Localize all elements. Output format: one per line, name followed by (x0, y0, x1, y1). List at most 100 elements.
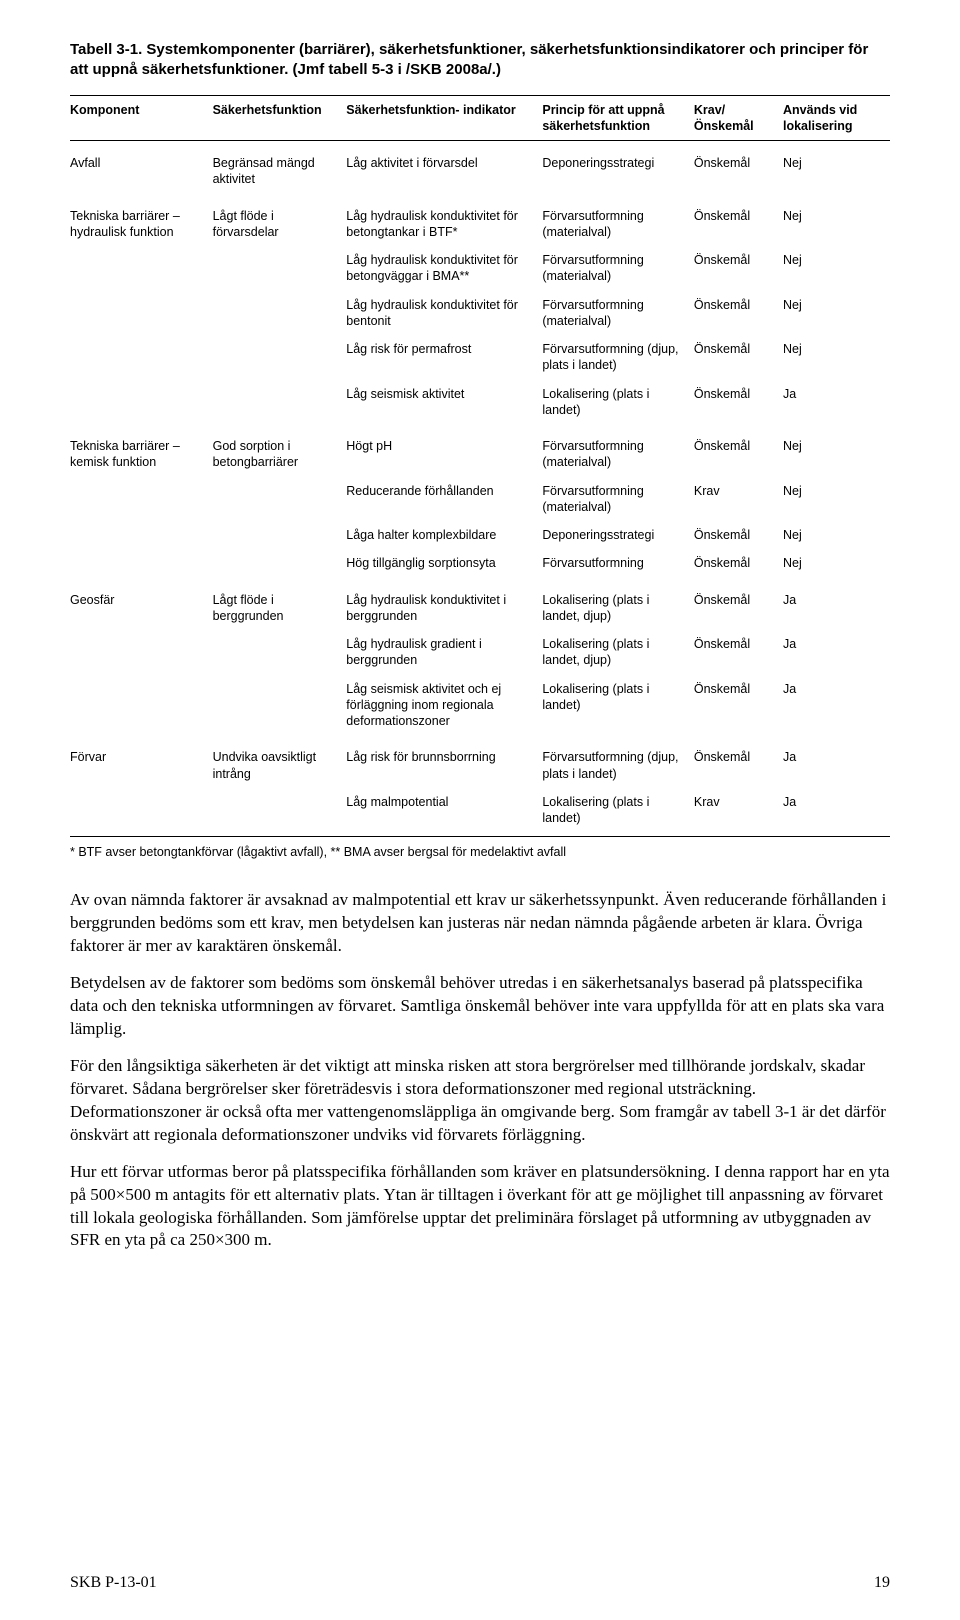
cell-c4: Förvarsutformning (djup, plats i landet) (542, 335, 694, 380)
footer-right: 19 (874, 1574, 890, 1592)
table-row: FörvarUndvika oavsiktligt intrångLåg ris… (70, 735, 890, 788)
cell-c5: Önskemål (694, 424, 783, 477)
cell-c6: Ja (783, 675, 890, 736)
table-row: GeosfärLågt flöde i berggrundenLåg hydra… (70, 578, 890, 631)
cell-c4: Förvarsutformning (materialval) (542, 477, 694, 522)
cell-c6: Ja (783, 578, 890, 631)
cell-c4: Förvarsutformning (djup, plats i landet) (542, 735, 694, 788)
cell-c6: Ja (783, 380, 890, 425)
cell-c5: Krav (694, 788, 783, 837)
cell-c1 (70, 549, 213, 577)
cell-c6: Ja (783, 788, 890, 837)
cell-c4: Förvarsutformning (materialval) (542, 194, 694, 247)
table-row: Hög tillgänglig sorptionsytaFörvarsutfor… (70, 549, 890, 577)
body-paragraph: Betydelsen av de faktorer som bedöms som… (70, 972, 890, 1041)
cell-c2 (213, 246, 347, 291)
cell-c3: Låg aktivitet i förvarsdel (346, 141, 542, 194)
cell-c5: Önskemål (694, 194, 783, 247)
cell-c3: Låg seismisk aktivitet (346, 380, 542, 425)
cell-c1: Geosfär (70, 578, 213, 631)
header-komponent: Komponent (70, 95, 213, 141)
cell-c5: Önskemål (694, 735, 783, 788)
footer-left: SKB P-13-01 (70, 1574, 157, 1592)
cell-c3: Låg hydraulisk konduktivitet för betongt… (346, 194, 542, 247)
header-krav: Krav/ Önskemål (694, 95, 783, 141)
cell-c6: Nej (783, 424, 890, 477)
cell-c4: Förvarsutformning (materialval) (542, 291, 694, 336)
header-anvands: Används vid lokalisering (783, 95, 890, 141)
table-row: Låg seismisk aktivitet och ej förläggnin… (70, 675, 890, 736)
body-text: Av ovan nämnda faktorer är avsaknad av m… (70, 889, 890, 1252)
cell-c2: Begränsad mängd aktivitet (213, 141, 347, 194)
table-row: Låg hydraulisk gradient i berggrundenLok… (70, 630, 890, 675)
cell-c1 (70, 788, 213, 837)
cell-c3: Låg seismisk aktivitet och ej förläggnin… (346, 675, 542, 736)
cell-c5: Önskemål (694, 578, 783, 631)
cell-c2 (213, 477, 347, 522)
main-table: Komponent Säkerhetsfunktion Säkerhetsfun… (70, 95, 890, 838)
cell-c4: Lokalisering (plats i landet) (542, 380, 694, 425)
cell-c2: Undvika oavsiktligt intrång (213, 735, 347, 788)
cell-c6: Nej (783, 291, 890, 336)
header-sakerhetsfunktion: Säkerhetsfunktion (213, 95, 347, 141)
body-paragraph: För den långsiktiga säkerheten är det vi… (70, 1055, 890, 1147)
table-row: Låg seismisk aktivitetLokalisering (plat… (70, 380, 890, 425)
table-row: AvfallBegränsad mängd aktivitetLåg aktiv… (70, 141, 890, 194)
cell-c3: Låg hydraulisk gradient i berggrunden (346, 630, 542, 675)
cell-c3: Låga halter komplexbildare (346, 521, 542, 549)
cell-c5: Önskemål (694, 675, 783, 736)
cell-c2 (213, 291, 347, 336)
table-row: Låg risk för permafrostFörvarsutformning… (70, 335, 890, 380)
cell-c1 (70, 477, 213, 522)
cell-c6: Nej (783, 335, 890, 380)
table-row: Låg hydraulisk konduktivitet för bentoni… (70, 291, 890, 336)
cell-c5: Krav (694, 477, 783, 522)
cell-c2 (213, 335, 347, 380)
cell-c2 (213, 788, 347, 837)
table-header-row: Komponent Säkerhetsfunktion Säkerhetsfun… (70, 95, 890, 141)
cell-c3: Låg hydraulisk konduktivitet för betongv… (346, 246, 542, 291)
cell-c2 (213, 521, 347, 549)
cell-c5: Önskemål (694, 246, 783, 291)
cell-c4: Lokalisering (plats i landet) (542, 675, 694, 736)
cell-c3: Låg malmpotential (346, 788, 542, 837)
cell-c1 (70, 380, 213, 425)
cell-c6: Ja (783, 630, 890, 675)
cell-c2 (213, 675, 347, 736)
cell-c3: Hög tillgänglig sorptionsyta (346, 549, 542, 577)
cell-c2 (213, 549, 347, 577)
cell-c4: Deponeringsstrategi (542, 521, 694, 549)
cell-c4: Förvarsutformning (materialval) (542, 246, 694, 291)
cell-c2: Lågt flöde i förvarsdelar (213, 194, 347, 247)
table-row: Låg malmpotentialLokalisering (plats i l… (70, 788, 890, 837)
table-footnote: * BTF avser betongtankförvar (lågaktivt … (70, 845, 890, 859)
cell-c1 (70, 675, 213, 736)
cell-c1 (70, 630, 213, 675)
header-indikator: Säkerhetsfunktion- indikator (346, 95, 542, 141)
cell-c3: Reducerande förhållanden (346, 477, 542, 522)
cell-c3: Låg risk för brunnsborrning (346, 735, 542, 788)
table-row: Reducerande förhållandenFörvarsutformnin… (70, 477, 890, 522)
cell-c1: Tekniska barriärer – hydraulisk funktion (70, 194, 213, 247)
cell-c1: Förvar (70, 735, 213, 788)
cell-c3: Låg hydraulisk konduktivitet för bentoni… (346, 291, 542, 336)
cell-c5: Önskemål (694, 630, 783, 675)
cell-c2: God sorption i betongbarriärer (213, 424, 347, 477)
header-princip: Princip för att uppnå säkerhetsfunktion (542, 95, 694, 141)
cell-c5: Önskemål (694, 380, 783, 425)
cell-c4: Lokalisering (plats i landet, djup) (542, 630, 694, 675)
cell-c5: Önskemål (694, 549, 783, 577)
cell-c4: Deponeringsstrategi (542, 141, 694, 194)
cell-c4: Förvarsutformning (materialval) (542, 424, 694, 477)
cell-c3: Högt pH (346, 424, 542, 477)
cell-c1 (70, 291, 213, 336)
cell-c1 (70, 246, 213, 291)
cell-c6: Nej (783, 521, 890, 549)
cell-c6: Nej (783, 194, 890, 247)
cell-c4: Förvarsutformning (542, 549, 694, 577)
cell-c1: Tekniska barriärer – kemisk funktion (70, 424, 213, 477)
cell-c5: Önskemål (694, 141, 783, 194)
cell-c5: Önskemål (694, 521, 783, 549)
cell-c6: Nej (783, 246, 890, 291)
cell-c3: Låg hydraulisk konduktivitet i berggrund… (346, 578, 542, 631)
